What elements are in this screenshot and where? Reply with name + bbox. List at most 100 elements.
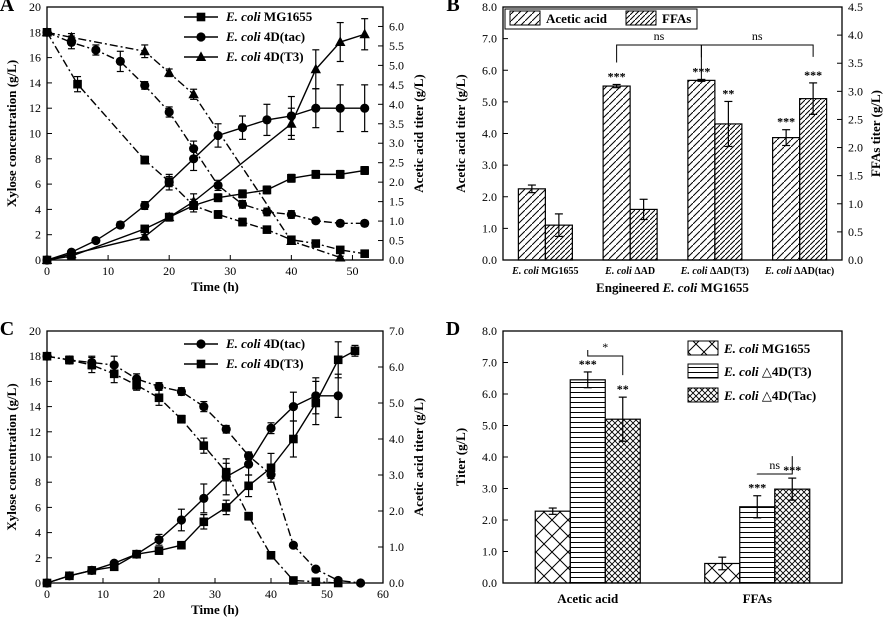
acetic-line xyxy=(46,395,339,584)
acetic-point xyxy=(189,154,199,164)
y-axis-title: Acetic acid titer (g/L) xyxy=(453,74,468,193)
panel-label: C xyxy=(0,318,14,340)
bar-error-bar xyxy=(583,371,592,389)
acetic-point xyxy=(286,118,297,128)
y-tick-label: 16 xyxy=(29,51,41,65)
xylose-point xyxy=(176,386,186,397)
legend: E. coli MG1655 E. coli △4D(T3) E. coli △4D… xyxy=(687,340,816,403)
y-tick-label: 10 xyxy=(29,127,41,141)
panel-label: A xyxy=(0,0,15,16)
y2-tick-label: 5.5 xyxy=(389,39,404,53)
bar xyxy=(687,79,716,261)
significance-bracket: ns xyxy=(756,456,793,475)
xylose-point xyxy=(288,540,298,550)
y2-tick-label: 6.0 xyxy=(389,360,404,374)
xylose-point xyxy=(335,251,346,262)
y-tick-label: 4.0 xyxy=(482,450,497,464)
acetic-series xyxy=(42,373,343,588)
xylose-point xyxy=(360,218,370,228)
acetic-point xyxy=(266,423,276,433)
bar-series: *** *** xyxy=(569,357,776,584)
bar-error-bar xyxy=(718,556,727,571)
significance-bracket: * xyxy=(587,340,624,376)
acetic-point xyxy=(87,566,97,575)
bracket-label: ns xyxy=(769,458,780,472)
y2-tick-label: 3.0 xyxy=(848,84,863,98)
acetic-point xyxy=(140,224,150,234)
bar-error-bar xyxy=(788,477,797,501)
xylose-point xyxy=(177,414,186,424)
xylose-point xyxy=(163,67,175,77)
acetic-point xyxy=(359,28,370,39)
y-tick-label: 1.0 xyxy=(482,221,497,235)
y2-tick-label: 0.0 xyxy=(389,576,404,590)
acetic-point xyxy=(221,503,231,512)
y2-tick-label: 2.5 xyxy=(848,112,863,126)
acetic-point xyxy=(287,173,296,183)
acetic-line xyxy=(46,350,356,584)
x-tick-label: 50 xyxy=(346,264,358,278)
xylose-point xyxy=(244,511,253,521)
y2-axis-title: FFAs titer (g/L) xyxy=(868,90,883,177)
x-tick-label: 40 xyxy=(285,264,297,278)
xylose-series xyxy=(42,27,370,228)
y-tick-label: 6 xyxy=(35,177,41,191)
bar xyxy=(774,488,811,584)
y-tick-label: 2.0 xyxy=(482,513,497,527)
y-tick-label: 0 xyxy=(35,253,41,267)
acetic-point xyxy=(91,235,101,246)
acetic-point xyxy=(335,36,346,47)
xylose-point xyxy=(132,380,141,390)
plot-frame xyxy=(46,330,384,584)
panel-c: C 0 10 20 30 40 50 60 0 2 4 6 8 10 12 14 16 18 20 0.0 1.0 2.0… xyxy=(0,318,426,617)
bar xyxy=(772,137,801,261)
y2-tick-label: 4.5 xyxy=(848,0,863,14)
legend-marker xyxy=(196,12,206,22)
y-tick-label: 8.0 xyxy=(482,324,497,338)
legend-label: E. coli 4D(T3) xyxy=(225,356,304,371)
y-tick-label: 5.0 xyxy=(482,419,497,433)
legend-marker xyxy=(196,32,206,42)
acetic-point xyxy=(244,481,253,491)
xylose-point xyxy=(360,249,369,258)
category-label: E. coli ΔAD(tac) xyxy=(764,266,834,277)
bar xyxy=(604,418,641,584)
y2-tick-label: 1.0 xyxy=(389,540,404,554)
bar-error-bar xyxy=(612,83,621,89)
y-tick-label: 1.0 xyxy=(482,545,497,559)
acetic-point xyxy=(333,355,343,365)
y-tick-label: 6 xyxy=(35,500,41,514)
x-tick-label: 0 xyxy=(44,264,50,278)
acetic-point xyxy=(177,540,186,550)
acetic-point xyxy=(188,196,199,206)
acetic-point xyxy=(335,103,345,113)
y2-tick-label: 6.0 xyxy=(389,19,404,33)
acetic-point xyxy=(221,472,231,482)
acetic-point xyxy=(311,103,321,113)
plot-frame xyxy=(502,6,843,261)
y2-tick-label: 5.0 xyxy=(389,58,404,72)
acetic-point xyxy=(288,402,298,412)
legend: E. coli 4D(tac) E. coli 4D(T3) xyxy=(184,336,305,371)
legend-label: FFAs xyxy=(662,11,691,26)
significance-label: ** xyxy=(617,382,629,396)
bar-error-bar xyxy=(548,507,557,515)
xylose-point xyxy=(154,393,164,403)
xylose-point xyxy=(262,207,272,217)
legend-label: E. coli 4D(tac) xyxy=(225,336,305,351)
acetic-point xyxy=(213,130,223,141)
bar-error-bar xyxy=(618,396,627,442)
x-tick-label: 20 xyxy=(163,264,175,278)
xylose-point xyxy=(154,381,164,392)
significance-label: *** xyxy=(777,115,795,129)
xylose-point xyxy=(139,45,150,56)
xylose-point xyxy=(115,56,125,66)
acetic-point xyxy=(335,170,345,179)
y2-tick-label: 4.0 xyxy=(389,97,404,111)
category-label: FFAs xyxy=(743,591,772,606)
y-axis-title: Titer (g/L) xyxy=(453,428,468,486)
bar xyxy=(602,85,631,261)
xylose-point xyxy=(266,550,276,560)
legend-label: E. coli 4D(tac) xyxy=(225,29,305,44)
